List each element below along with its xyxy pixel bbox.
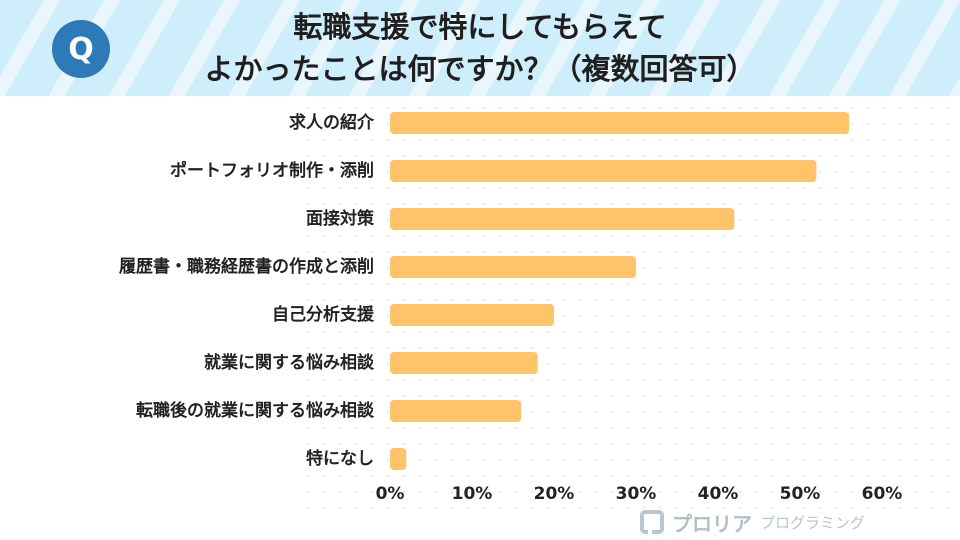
category-label: 求人の紹介 <box>289 112 375 133</box>
category-label: 特になし <box>306 448 374 469</box>
header-banner: Q 転職支援で特にしてもらえて よかったことは何ですか？（複数回答可） <box>0 0 960 96</box>
logo-name: プロリア <box>672 511 752 536</box>
bar <box>390 112 850 134</box>
question-badge: Q <box>52 20 110 78</box>
category-label: ポートフォリオ制作・添削 <box>170 160 374 181</box>
x-tick-label: 20% <box>534 484 575 504</box>
bar <box>390 256 636 278</box>
logo-subtitle: プログラミング <box>760 513 866 532</box>
chart-title: 転職支援で特にしてもらえて よかったことは何ですか？（複数回答可） <box>150 6 810 90</box>
bar <box>390 208 735 230</box>
category-label: 就業に関する悩み相談 <box>204 352 375 373</box>
title-line-1: 転職支援で特にしてもらえて <box>293 10 667 44</box>
x-tick-label: 40% <box>698 484 739 504</box>
category-label: 転職後の就業に関する悩み相談 <box>136 400 375 421</box>
bar <box>390 448 407 470</box>
x-tick-label: 60% <box>862 484 903 504</box>
bar <box>390 160 817 182</box>
x-tick-label: 30% <box>616 484 657 504</box>
bar <box>390 304 554 326</box>
category-label: 自己分析支援 <box>272 304 375 325</box>
category-label: 履歴書・職務経歴書の作成と添削 <box>119 256 374 277</box>
bar <box>390 352 538 374</box>
title-line-2: よかったことは何ですか？（複数回答可） <box>204 52 756 86</box>
brand-logo: プロリア プログラミング <box>640 508 865 536</box>
logo-icon <box>640 510 664 534</box>
x-tick-label: 50% <box>780 484 821 504</box>
header-stripes <box>0 0 960 96</box>
x-tick-label: 0% <box>376 484 405 504</box>
x-tick-label: 10% <box>452 484 493 504</box>
bar <box>390 400 522 422</box>
category-label: 面接対策 <box>306 208 375 229</box>
